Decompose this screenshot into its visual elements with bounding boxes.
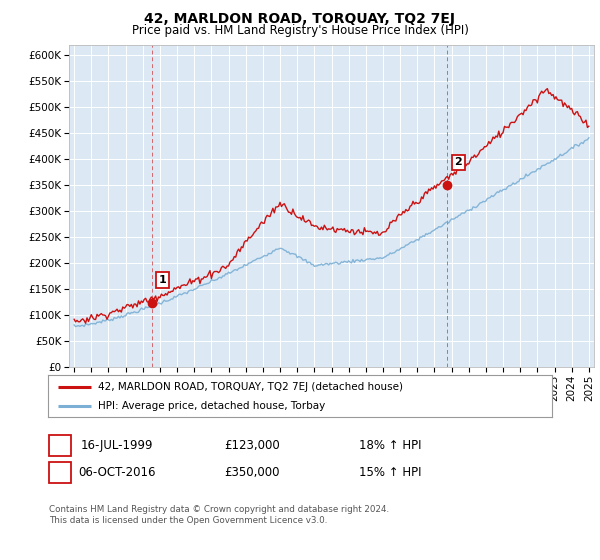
Text: 42, MARLDON ROAD, TORQUAY, TQ2 7EJ: 42, MARLDON ROAD, TORQUAY, TQ2 7EJ <box>145 12 455 26</box>
Text: 15% ↑ HPI: 15% ↑ HPI <box>359 465 421 479</box>
Text: 06-OCT-2016: 06-OCT-2016 <box>78 465 156 479</box>
Text: Contains HM Land Registry data © Crown copyright and database right 2024.
This d: Contains HM Land Registry data © Crown c… <box>49 505 389 525</box>
Text: 1: 1 <box>159 275 167 285</box>
Text: 18% ↑ HPI: 18% ↑ HPI <box>359 438 421 452</box>
Text: £350,000: £350,000 <box>224 465 280 479</box>
Text: 16-JUL-1999: 16-JUL-1999 <box>81 438 153 452</box>
Text: HPI: Average price, detached house, Torbay: HPI: Average price, detached house, Torb… <box>98 401 326 411</box>
Text: 2: 2 <box>56 465 64 479</box>
Text: 1: 1 <box>56 438 64 452</box>
Text: £123,000: £123,000 <box>224 438 280 452</box>
Text: 2: 2 <box>454 157 462 167</box>
Text: Price paid vs. HM Land Registry's House Price Index (HPI): Price paid vs. HM Land Registry's House … <box>131 24 469 37</box>
Text: 42, MARLDON ROAD, TORQUAY, TQ2 7EJ (detached house): 42, MARLDON ROAD, TORQUAY, TQ2 7EJ (deta… <box>98 381 403 391</box>
